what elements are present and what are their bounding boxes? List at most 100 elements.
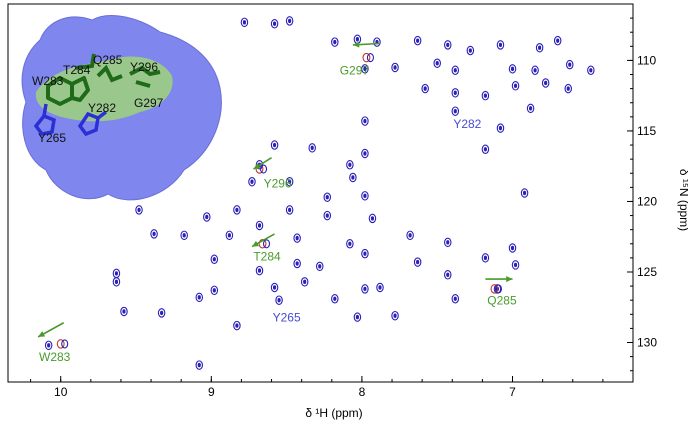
peak-core — [446, 240, 450, 245]
peak-core — [288, 179, 292, 184]
peak-core — [351, 175, 355, 180]
peak-core — [355, 37, 359, 42]
peak — [361, 284, 369, 294]
peak-core — [544, 80, 548, 86]
peak — [526, 103, 535, 114]
residue-label-t284: T284 — [253, 250, 281, 264]
binding-patch-surface — [35, 56, 173, 122]
x-tick-label: 8 — [359, 385, 366, 399]
peak-core — [257, 268, 262, 273]
peak — [508, 243, 517, 253]
shifted-peak-overlay — [366, 53, 374, 63]
peak — [553, 35, 562, 46]
peak — [413, 257, 422, 267]
peak — [195, 292, 204, 303]
residue-label-y265: Y265 — [273, 310, 301, 324]
peak — [564, 83, 572, 94]
peak — [285, 205, 294, 215]
peak-core — [556, 38, 560, 43]
shift-arrow-head — [38, 331, 46, 337]
peak — [541, 78, 550, 88]
shifted-peak-overlay — [61, 339, 69, 349]
peak — [406, 230, 414, 241]
peak-core — [453, 296, 457, 301]
peak — [346, 160, 354, 170]
peak — [361, 191, 369, 201]
peak — [520, 188, 529, 198]
inset-label-y282: Y282 — [88, 101, 116, 115]
peak — [481, 253, 490, 263]
peak-core — [272, 21, 277, 26]
shift-arrow-head — [506, 275, 513, 283]
peak-core — [533, 68, 537, 73]
peak-core — [566, 86, 570, 91]
peak — [225, 230, 234, 241]
peak — [233, 205, 241, 215]
peak — [210, 254, 219, 265]
shifted-peak — [56, 339, 65, 349]
peak — [508, 64, 517, 74]
peak — [481, 144, 490, 155]
peak — [240, 17, 249, 28]
peak — [270, 282, 279, 293]
peak — [331, 37, 339, 47]
peak-core — [303, 279, 307, 285]
peak — [361, 116, 369, 126]
peak — [466, 45, 475, 56]
peak-core — [510, 245, 515, 251]
peak — [120, 306, 128, 317]
peak — [349, 172, 357, 183]
peak-core — [272, 142, 277, 148]
peak — [293, 258, 301, 269]
residue-label-y296: Y296 — [264, 176, 292, 190]
y-tick-label: 110 — [637, 53, 656, 67]
peak — [421, 83, 429, 94]
peak-core — [435, 61, 439, 66]
peak-core — [363, 66, 367, 72]
peak-core — [288, 207, 292, 213]
peak-core — [137, 207, 141, 213]
protein-structure-inset: W283 T284 Q285 Y296 Y282 G297 Y265 — [21, 15, 222, 201]
y-tick-label: 120 — [637, 194, 657, 208]
peak — [451, 88, 460, 98]
y-tick-label: 115 — [637, 124, 656, 138]
y265-stick — [33, 103, 56, 136]
peak — [391, 62, 399, 73]
shifted-peak-overlay — [259, 164, 268, 174]
peak — [331, 294, 339, 304]
peak — [511, 81, 520, 91]
peak — [203, 212, 211, 222]
peak-core — [513, 262, 518, 268]
peak-core — [310, 145, 314, 151]
peak — [233, 320, 241, 331]
w283-stick — [46, 76, 90, 106]
peak-core — [355, 314, 359, 320]
peak-core — [453, 90, 457, 96]
peak-core — [325, 195, 329, 200]
peak-core — [235, 323, 239, 328]
peak — [361, 64, 369, 74]
peak-core — [393, 65, 397, 70]
peak-core — [212, 288, 216, 293]
peak — [391, 310, 399, 321]
peak-core — [122, 309, 126, 314]
shifted-peak-overlay — [494, 284, 502, 294]
peak — [444, 237, 452, 248]
shifted-peak-overlay — [262, 239, 271, 249]
peak-core — [277, 297, 281, 303]
peak-core — [250, 179, 254, 184]
peak — [300, 277, 309, 287]
peak — [511, 260, 520, 270]
peak-core — [393, 313, 397, 318]
peak — [368, 213, 377, 224]
peak — [587, 65, 595, 76]
peak-core — [333, 296, 337, 301]
peak-core — [483, 93, 488, 98]
peak-core — [513, 83, 518, 89]
peak — [270, 140, 279, 150]
peak-core — [242, 20, 247, 25]
peak — [451, 65, 460, 76]
x-axis-title: δ ¹H (ppm) — [305, 406, 362, 420]
x-tick-label: 10 — [54, 385, 68, 399]
peak — [315, 261, 324, 272]
